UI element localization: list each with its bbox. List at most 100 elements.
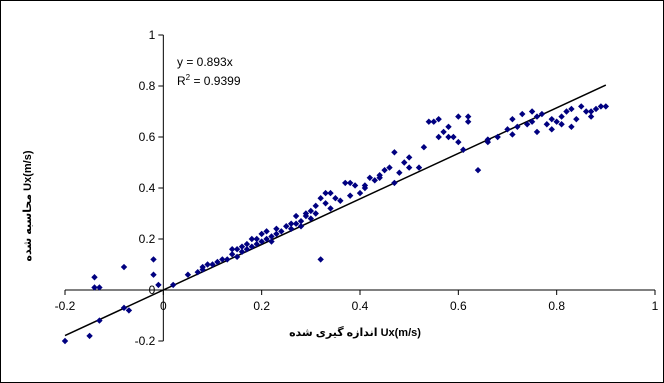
data-point — [302, 210, 310, 217]
data-point — [258, 238, 265, 245]
data-point — [460, 146, 467, 153]
data-point — [312, 210, 319, 217]
data-point — [332, 195, 339, 202]
data-point — [558, 113, 565, 120]
data-point — [514, 123, 521, 130]
data-point — [376, 174, 383, 181]
trendline-group — [64, 84, 607, 337]
data-point — [519, 110, 526, 118]
data-point — [415, 164, 423, 171]
data-point — [351, 182, 359, 189]
data-point — [268, 238, 275, 245]
data-point — [494, 133, 501, 141]
labels-group: y = 0.893x R2 = 0.9399 اندازه گیری شده U… — [22, 55, 421, 339]
y-axis-label: محاسبه شده Ux(m/s) — [22, 150, 34, 261]
data-point — [573, 115, 580, 123]
data-point — [391, 179, 398, 187]
data-point — [273, 225, 280, 232]
data-point — [396, 169, 403, 176]
data-point — [381, 166, 388, 174]
data-point — [386, 164, 393, 171]
data-point — [597, 103, 605, 110]
data-point — [273, 230, 280, 238]
data-point — [199, 263, 206, 271]
data-point — [435, 133, 442, 141]
r2-annotation: R2 = 0.9399 — [177, 73, 241, 88]
data-point — [91, 274, 98, 281]
r2-base: R — [177, 74, 186, 88]
data-point — [440, 128, 447, 136]
data-point — [228, 246, 236, 253]
data-point — [287, 220, 295, 227]
data-point — [307, 207, 315, 215]
data-point — [253, 240, 260, 248]
data-point — [243, 246, 251, 253]
data-point — [91, 284, 98, 291]
data-point — [317, 256, 324, 263]
data-point — [346, 179, 354, 187]
y-tick-label: 0.8 — [139, 79, 156, 93]
data-point — [292, 220, 300, 227]
data-point — [243, 240, 251, 248]
data-point — [538, 110, 546, 118]
data-point — [120, 263, 128, 271]
data-point — [435, 115, 442, 123]
data-point — [548, 115, 555, 123]
data-point — [464, 113, 472, 120]
data-point — [278, 228, 285, 235]
data-point — [405, 154, 413, 161]
data-point — [592, 105, 600, 113]
data-point — [509, 115, 516, 123]
data-point — [587, 113, 595, 120]
data-point — [96, 317, 103, 324]
data-point — [297, 223, 305, 230]
data-point — [474, 166, 482, 174]
data-point — [169, 281, 177, 289]
data-point — [455, 138, 462, 146]
data-point — [509, 131, 516, 138]
data-point — [523, 121, 531, 128]
y-tick-label: 0.4 — [139, 181, 156, 195]
data-point — [568, 123, 575, 130]
data-point — [194, 268, 201, 276]
data-point — [548, 126, 555, 133]
data-point — [337, 197, 344, 204]
data-point — [155, 281, 162, 289]
data-point — [342, 179, 349, 187]
trendline — [64, 84, 607, 337]
data-point — [61, 337, 69, 345]
data-point — [150, 271, 157, 278]
data-point — [401, 159, 408, 166]
data-point — [327, 189, 334, 197]
data-point — [287, 225, 295, 232]
data-point — [464, 118, 472, 125]
x-tick-label: 0 — [160, 299, 167, 313]
data-point — [582, 108, 590, 115]
data-point — [224, 256, 231, 263]
data-point — [445, 123, 452, 130]
data-point — [86, 332, 93, 340]
data-point — [425, 118, 433, 125]
data-point — [543, 121, 551, 128]
y-tick-label: -0.2 — [135, 334, 156, 348]
data-point — [268, 233, 275, 240]
data-point — [578, 103, 585, 110]
data-point — [563, 108, 570, 115]
r2-value: = 0.9399 — [190, 74, 241, 88]
equation-annotation: y = 0.893x — [177, 55, 233, 69]
data-point — [238, 248, 246, 255]
data-point — [233, 253, 241, 261]
data-point — [528, 108, 536, 115]
data-point — [450, 133, 457, 141]
data-point — [120, 304, 128, 312]
y-tick-label: 0.6 — [139, 130, 156, 144]
x-tick-label: 0.6 — [450, 299, 467, 313]
data-point — [602, 103, 610, 110]
data-point — [184, 271, 192, 278]
data-point — [322, 189, 329, 197]
data-point — [587, 108, 595, 115]
y-tick-label: 1 — [149, 28, 156, 42]
x-tick-label: 1 — [652, 299, 659, 313]
data-point — [484, 138, 492, 146]
